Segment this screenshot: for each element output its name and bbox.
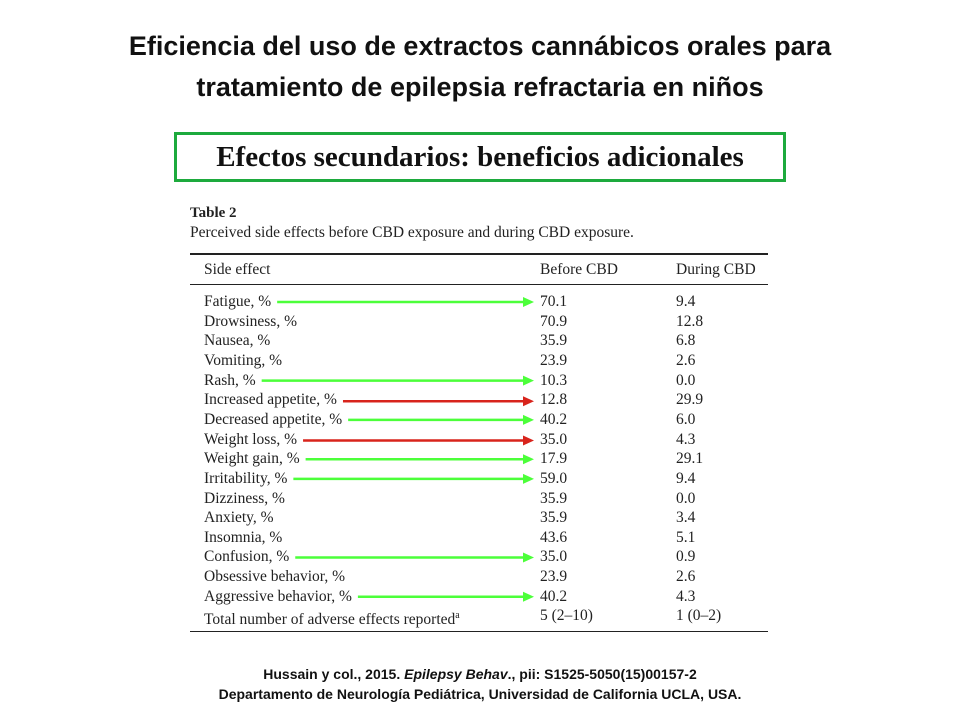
table-bottom-rule — [190, 631, 768, 632]
table-row: Weight gain, % 17.9 29.1 — [190, 449, 768, 469]
before-cbd-cell: 35.0 — [540, 430, 568, 448]
before-cbd-cell: 43.6 — [540, 528, 568, 546]
side-effect-cell: Weight loss, % — [204, 430, 298, 448]
before-cbd-cell: 35.9 — [540, 332, 568, 350]
citation-authors: Hussain y col., 2015. — [263, 666, 405, 682]
before-cbd-cell: 35.0 — [540, 548, 568, 566]
side-effect-cell: Total number of adverse effects reported — [204, 611, 456, 629]
citation-reference: ., pii: S1525-5050(15)00157-2 — [507, 666, 697, 682]
table-row: Decreased appetite, % 40.2 6.0 — [190, 410, 768, 430]
before-cbd-cell: 35.9 — [540, 509, 568, 527]
during-cbd-cell: 4.3 — [676, 587, 696, 605]
side-effect-cell: Increased appetite, % — [204, 391, 337, 409]
col-header-during: During CBD — [676, 261, 756, 278]
table-row: Weight loss, % 35.0 4.3 — [190, 430, 768, 450]
table-row: Increased appetite, % 12.8 29.9 — [190, 390, 768, 410]
before-cbd-cell: 59.0 — [540, 469, 568, 487]
table-row: Drowsiness, % 70.9 12.8 — [190, 312, 768, 332]
side-effect-cell: Anxiety, % — [204, 509, 274, 527]
during-cbd-cell: 9.4 — [676, 293, 696, 310]
table-row: Confusion, % 35.0 0.9 — [190, 547, 768, 567]
table-row: Obsessive behavior, % 23.9 2.6 — [190, 567, 768, 587]
table-row: Fatigue, % 70.1 9.4 — [190, 292, 768, 312]
before-cbd-cell: 40.2 — [540, 410, 568, 428]
side-effect-cell: Dizziness, % — [204, 489, 285, 507]
table-row: Aggressive behavior, % 40.2 4.3 — [190, 587, 768, 607]
side-effect-cell: Rash, % — [204, 371, 256, 389]
side-effect-cell: Drowsiness, % — [204, 312, 297, 330]
during-cbd-cell: 5.1 — [676, 528, 696, 546]
before-cbd-cell: 17.9 — [540, 450, 568, 468]
during-cbd-cell: 6.8 — [676, 332, 696, 350]
table-row: Vomiting, % 23.9 2.6 — [190, 351, 768, 371]
title-line-2: tratamiento de epilepsia refractaria en … — [196, 72, 764, 102]
col-header-before: Before CBD — [540, 261, 618, 278]
side-effect-cell: Fatigue, % — [204, 293, 272, 310]
table-row: Irritability, % 59.0 9.4 — [190, 469, 768, 489]
table-header-rule — [190, 284, 768, 285]
table-top-rule — [190, 253, 768, 255]
side-effect-cell: Nausea, % — [204, 332, 271, 350]
during-cbd-cell: 3.4 — [676, 509, 696, 527]
during-cbd-cell: 29.1 — [676, 450, 704, 468]
table-row: Nausea, % 35.9 6.8 — [190, 331, 768, 351]
before-cbd-cell: 70.1 — [540, 293, 568, 310]
during-cbd-cell: 0.9 — [676, 548, 696, 566]
title-line-1: Eficiencia del uso de extractos cannábic… — [128, 31, 832, 61]
before-cbd-cell: 23.9 — [540, 351, 568, 369]
side-effect-cell: Weight gain, % — [204, 450, 300, 468]
subtitle-text: Efectos secundarios: beneficios adiciona… — [216, 140, 744, 173]
side-effect-cell: Obsessive behavior, % — [204, 568, 345, 586]
page-title: Eficiencia del uso de extractos cannábic… — [20, 26, 940, 108]
side-effect-cell: Vomiting, % — [204, 351, 283, 369]
table-caption: Perceived side effects before CBD exposu… — [190, 224, 634, 241]
citation-journal: Epilepsy Behav — [404, 666, 508, 682]
side-effect-cell: Irritability, % — [204, 469, 288, 487]
during-cbd-cell: 29.9 — [676, 391, 704, 409]
table-row: Insomnia, % 43.6 5.1 — [190, 528, 768, 548]
before-cbd-cell: 70.9 — [540, 312, 568, 330]
citation-line-2: Departamento de Neurología Pediátrica, U… — [218, 686, 742, 702]
side-effect-cell: Insomnia, % — [204, 528, 283, 546]
citation-line-1: Hussain y col., 2015. Epilepsy Behav., p… — [0, 664, 960, 684]
side-effect-cell: Confusion, % — [204, 548, 290, 566]
footnote-marker: a — [455, 610, 460, 622]
during-cbd-cell: 2.6 — [676, 351, 696, 369]
table-row: Total number of adverse effects reported… — [190, 606, 768, 628]
during-cbd-cell: 4.3 — [676, 430, 696, 448]
during-cbd-cell: 2.6 — [676, 568, 696, 586]
side-effect-cell: Aggressive behavior, % — [204, 587, 352, 605]
during-cbd-cell: 12.8 — [676, 312, 704, 330]
col-header-side-effect: Side effect — [204, 261, 271, 278]
during-cbd-cell: 1 (0–2) — [676, 607, 722, 625]
during-cbd-cell: 0.0 — [676, 489, 696, 507]
during-cbd-cell: 9.4 — [676, 469, 696, 487]
table-row: Anxiety, % 35.9 3.4 — [190, 508, 768, 528]
before-cbd-cell: 35.9 — [540, 489, 568, 507]
during-cbd-cell: 0.0 — [676, 371, 696, 389]
table-row: Dizziness, % 35.9 0.0 — [190, 489, 768, 509]
before-cbd-cell: 23.9 — [540, 568, 568, 586]
table-header: Side effect Before CBD During CBD — [190, 260, 768, 280]
table-label: Table 2 — [190, 205, 237, 221]
side-effect-cell-wrap: Total number of adverse effects reported… — [204, 606, 460, 630]
table-row: Rash, % 10.3 0.0 — [190, 371, 768, 391]
before-cbd-cell: 10.3 — [540, 371, 568, 389]
before-cbd-cell: 12.8 — [540, 391, 568, 409]
before-cbd-cell: 40.2 — [540, 587, 568, 605]
subtitle-box: Efectos secundarios: beneficios adiciona… — [174, 132, 786, 182]
citation: Hussain y col., 2015. Epilepsy Behav., p… — [0, 664, 960, 704]
side-effect-cell: Decreased appetite, % — [204, 410, 343, 428]
before-cbd-cell: 5 (2–10) — [540, 607, 593, 625]
side-effects-table: Table 2 Perceived side effects before CB… — [190, 203, 770, 632]
during-cbd-cell: 6.0 — [676, 410, 696, 428]
